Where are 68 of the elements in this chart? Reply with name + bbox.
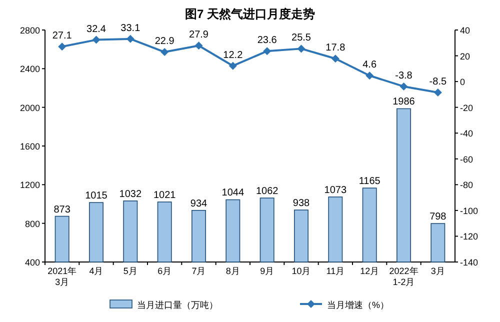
- point: [263, 47, 272, 56]
- data-label: 22.9: [154, 36, 175, 48]
- point: [58, 42, 66, 51]
- x-tick-label: 12月: [360, 266, 380, 276]
- x-tick-label: 11月: [326, 266, 345, 276]
- y2-tick-label: -100: [460, 206, 478, 216]
- y2-tick-label: 0: [460, 77, 466, 88]
- data-label: 1021: [153, 190, 176, 201]
- data-label: 33.1: [120, 22, 141, 34]
- data-label: 1015: [85, 190, 108, 202]
- x-tick-label: 7月: [192, 266, 206, 276]
- point: [331, 54, 340, 63]
- point: [400, 82, 408, 90]
- point: [434, 88, 442, 97]
- chart-title: 图7 天然气进口月度走势: [184, 7, 316, 21]
- data-label: 873: [54, 204, 71, 216]
- x-tick-label: 6月: [158, 266, 172, 276]
- x-tick-label: 2022年 1-2月: [389, 266, 418, 287]
- x-tick-label: 9月: [260, 266, 274, 276]
- y-tick-label: 2000: [20, 102, 40, 113]
- data-label: 12.2: [223, 50, 244, 61]
- x-tick-label: 10月: [292, 266, 311, 276]
- data-label: 1986: [392, 96, 416, 108]
- data-label: 1165: [358, 176, 381, 188]
- x-tick-label: 2021年 3月: [48, 266, 77, 287]
- x-tick-label: 5月: [123, 266, 138, 276]
- y-tick-label: 400: [24, 258, 40, 268]
- x-tick-label: 8月: [226, 266, 240, 276]
- data-label: -3.8: [395, 70, 413, 82]
- point: [92, 36, 100, 44]
- y-tick-label: 1600: [20, 142, 40, 152]
- x-tick-label: 4月: [89, 266, 104, 276]
- data-label: 4.6: [362, 60, 377, 71]
- point: [126, 34, 134, 43]
- legend-label: 当月增速（%）: [327, 300, 390, 310]
- y2-tick-label: -80: [460, 180, 474, 190]
- y-tick-label: 800: [24, 218, 40, 229]
- y2-tick-label: -140: [460, 258, 478, 268]
- y2-tick-label: -60: [460, 154, 474, 164]
- y2-tick-label: -40: [460, 128, 474, 139]
- data-label: 1044: [222, 188, 244, 199]
- data-label: 27.9: [189, 30, 209, 41]
- data-label: 27.1: [52, 30, 72, 42]
- y-tick-label: 1200: [20, 180, 40, 190]
- y-tick-label: 2400: [20, 64, 40, 74]
- point: [366, 72, 374, 80]
- data-label: -8.5: [429, 76, 447, 88]
- data-label: 23.6: [257, 35, 278, 46]
- y-tick-label: 2800: [20, 26, 40, 36]
- data-label: 32.4: [86, 24, 106, 35]
- data-label: 798: [430, 212, 447, 223]
- data-label: 938: [292, 198, 310, 209]
- legend-label: 当月进口量（万吨）: [137, 300, 218, 310]
- point: [194, 42, 203, 50]
- data-label: 1062: [256, 186, 279, 198]
- data-label: 934: [190, 198, 208, 210]
- point: [160, 48, 169, 56]
- data-label: 1032: [119, 188, 142, 200]
- y2-tick-label: 40: [460, 26, 470, 36]
- y2-tick-label: -120: [460, 232, 478, 242]
- y2-tick-label: 20: [460, 51, 470, 62]
- data-label: 25.5: [292, 32, 312, 44]
- y2-tick-label: -20: [460, 102, 474, 113]
- point: [228, 62, 237, 70]
- data-label: 1073: [324, 184, 347, 196]
- data-label: 17.8: [326, 42, 346, 54]
- x-tick-label: 3月: [430, 266, 445, 276]
- point: [297, 44, 306, 53]
